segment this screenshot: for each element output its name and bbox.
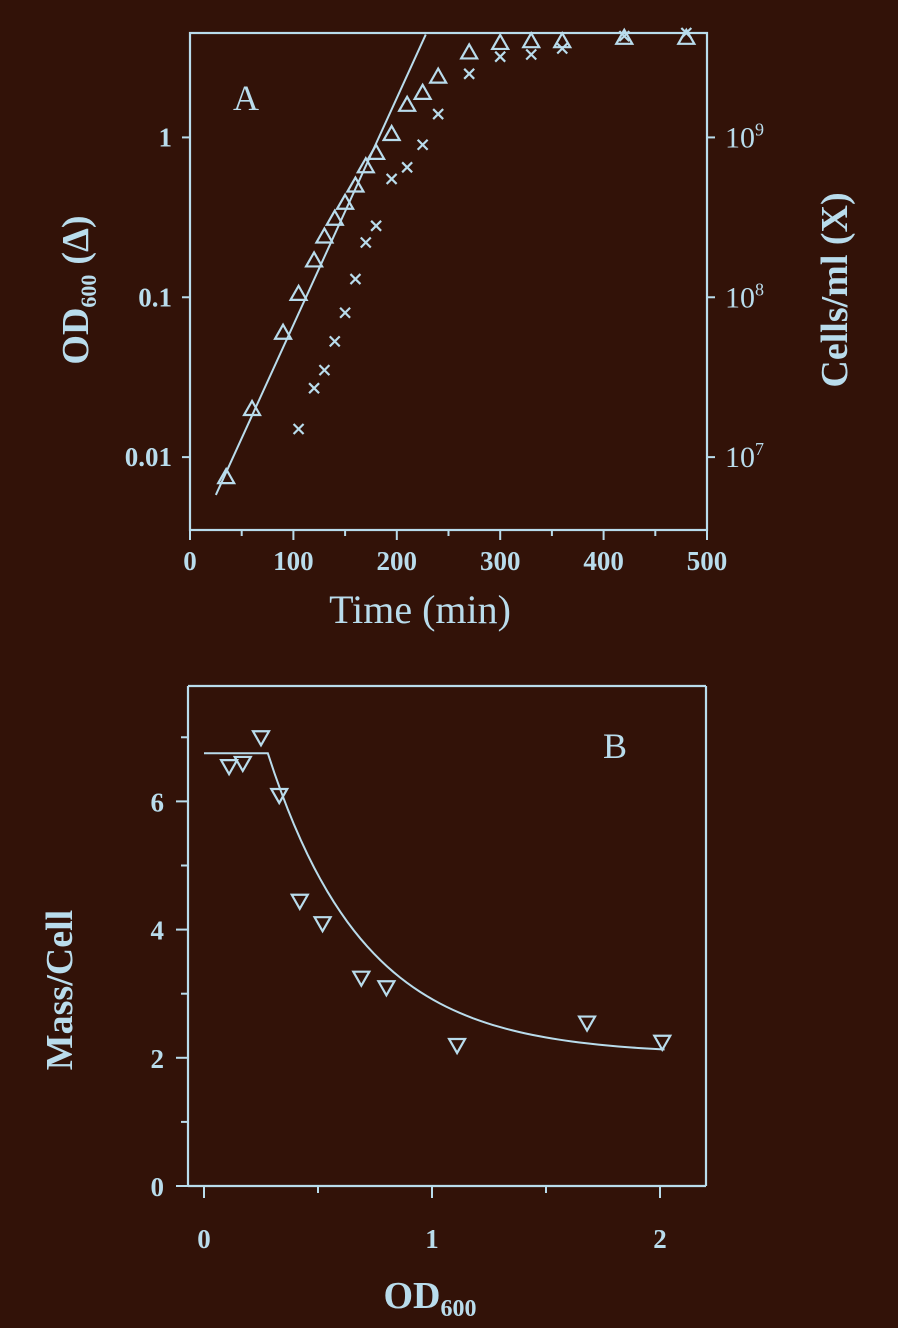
panel-a-left-ticks: 0.01 0.1 1 (125, 122, 190, 472)
mass-per-cell-point (312, 916, 333, 934)
mass-per-cell-point (232, 755, 253, 774)
right-tick-base: 10 (725, 121, 755, 154)
panel-b-x-axis-label: OD600 (384, 1275, 477, 1322)
od600-triangle-point (397, 94, 418, 112)
cell-count-x-point (292, 423, 305, 435)
panel-b-fitted-curve (204, 752, 665, 1051)
panel-a-letter: A (233, 78, 259, 118)
left-axis-label-sub: 600 (76, 275, 101, 308)
cell-count-x-point (401, 161, 413, 174)
cell-count-x-point (339, 306, 351, 319)
panel-b-y-ticks: 0 2 4 6 (151, 736, 188, 1202)
cell-count-x-point (360, 236, 372, 249)
panel-a-left-tick-label: 1 (159, 122, 173, 152)
right-tick-exponent: 9 (755, 119, 764, 139)
x-axis-label-sub: 600 (441, 1296, 477, 1322)
mass-per-cell-point (376, 980, 397, 998)
mass-per-cell-point (652, 1034, 673, 1052)
od600-triangle-point (304, 250, 324, 268)
right-tick-exponent: 7 (755, 439, 764, 459)
panel-a-frame (188, 31, 709, 532)
od600-triangle-point (412, 82, 433, 100)
panel-a-right-tick-label: 108 (725, 279, 764, 314)
panel-a-x-tick-label: 500 (687, 546, 728, 576)
od600-triangle-point (335, 192, 355, 210)
panel-a-x-tick-label: 200 (377, 546, 418, 576)
panel-a-x-tick-label: 100 (273, 546, 314, 576)
od600-triangle-point (428, 66, 449, 84)
od600-triangle-point (288, 283, 309, 301)
cell-count-x-point (308, 382, 320, 394)
cell-count-x-point (370, 220, 382, 232)
cell-count-x-point (318, 364, 331, 376)
panel-b-y-axis-label: Mass/Cell (39, 910, 81, 1070)
od600-triangle-point (614, 27, 635, 45)
cell-count-x-point (349, 273, 362, 285)
panel-a-x-tick-label: 400 (583, 546, 624, 576)
cell-count-x-point (432, 108, 444, 120)
right-tick-base: 10 (725, 281, 755, 314)
od600-triangle-point (324, 208, 345, 226)
panel-a-x-axis-label: Time (min) (329, 587, 511, 632)
panel-b-chart: 0 1 2 0 2 4 6 B Mass/Cell OD600 (39, 684, 708, 1322)
panel-b-y-tick-label: 4 (151, 916, 165, 946)
cell-count-x-point (680, 27, 693, 39)
panel-a-x-tick-label: 300 (480, 546, 521, 576)
od600-triangle-point (273, 322, 293, 340)
od600-triangle-point (521, 30, 542, 49)
cell-count-x-point (556, 42, 569, 55)
panel-a-left-axis-label: OD600 (Δ) (55, 215, 101, 364)
od600-triangle-point (490, 32, 511, 51)
mass-per-cell-point (251, 730, 271, 748)
panel-a-x-ticks: 0 100 200 300 400 500 (183, 530, 727, 576)
mass-per-cell-point (219, 759, 239, 777)
od600-triangle-point (355, 156, 376, 174)
left-axis-label-main: OD (55, 308, 97, 365)
right-tick-base: 10 (725, 441, 755, 474)
od600-triangle-point (345, 175, 366, 193)
od600-triangle-point (381, 123, 402, 142)
mass-per-cell-point (577, 1015, 597, 1033)
panel-b-x-ticks: 0 1 2 (197, 1186, 667, 1254)
panel-b-y-tick-label: 6 (151, 787, 165, 817)
right-tick-exponent: 8 (755, 279, 764, 299)
mass-per-cell-point (447, 1037, 467, 1056)
od600-triangle-point (216, 466, 237, 485)
cell-count-x-point (494, 50, 506, 63)
panel-b-x-tick-label: 2 (653, 1224, 667, 1254)
cell-count-x-point (525, 48, 537, 61)
panel-b-fit-curve (204, 752, 665, 1051)
mass-per-cell-point (289, 893, 310, 911)
panel-a-right-tick-label: 109 (725, 119, 764, 154)
cell-count-x-point (416, 138, 429, 151)
panel-b-y-tick-label: 0 (151, 1172, 165, 1202)
panel-a-right-tick-label: 107 (725, 439, 764, 474)
x-axis-label-main: OD (384, 1275, 441, 1317)
left-axis-label-suffix: (Δ) (55, 215, 97, 264)
panel-b-y-tick-label: 2 (151, 1044, 165, 1074)
panel-b-x-tick-label: 0 (197, 1224, 211, 1254)
panel-a-right-axis-label: Cells/ml (X) (814, 192, 856, 387)
od600-triangle-point (459, 42, 480, 60)
panel-a-left-tick-label: 0.01 (125, 442, 172, 472)
cell-count-x-point (328, 335, 341, 348)
panel-b-letter: B (603, 726, 627, 766)
od600-triangle-point (552, 30, 573, 49)
panel-a-x-tick-label: 0 (183, 546, 197, 576)
od600-triangle-point (366, 142, 387, 161)
mass-per-cell-point (269, 787, 290, 806)
cell-count-x-point (618, 30, 631, 42)
panel-b-x-tick-label: 1 (425, 1224, 439, 1254)
mass-per-cell-point (351, 970, 372, 988)
cell-count-x-point (385, 173, 398, 185)
od600-triangle-point (242, 398, 262, 417)
cell-count-x-point (463, 68, 475, 80)
panel-a-left-tick-label: 0.1 (138, 282, 172, 312)
panel-a-marks (216, 27, 697, 485)
panel-b-marks (219, 730, 673, 1056)
od600-triangle-point (314, 226, 335, 244)
